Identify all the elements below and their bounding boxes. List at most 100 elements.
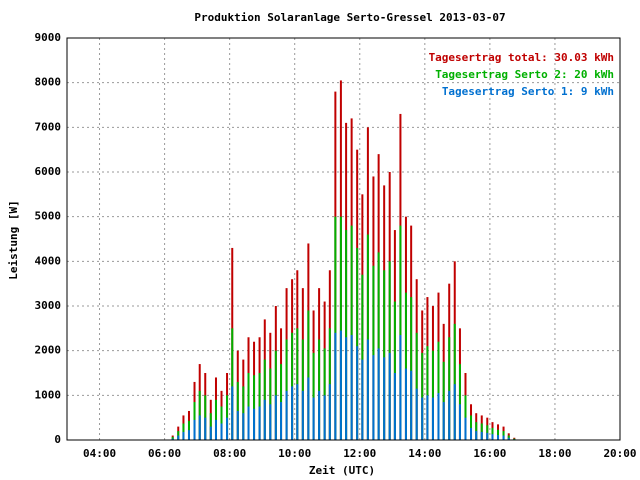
bar xyxy=(475,431,478,440)
bar xyxy=(334,216,337,440)
bar xyxy=(171,438,174,440)
bar xyxy=(307,310,310,440)
bar xyxy=(393,301,396,440)
bar xyxy=(426,346,429,440)
x-tick-label: 08:00 xyxy=(213,447,246,460)
bar xyxy=(431,350,434,440)
y-tick-label: 1000 xyxy=(35,388,62,401)
bar xyxy=(247,406,250,440)
bar xyxy=(480,431,483,440)
bar xyxy=(415,388,418,440)
x-tick-label: 18:00 xyxy=(538,447,571,460)
bar xyxy=(339,330,342,440)
legend-entry: Tagesertrag Serto 1: 9 kWh xyxy=(442,85,614,98)
bar xyxy=(437,341,440,440)
x-axis-label: Zeit (UTC) xyxy=(309,464,375,477)
x-tick-label: 10:00 xyxy=(278,447,311,460)
bar xyxy=(448,337,451,440)
legend-entry: Tagesertrag Serto 2: 20 kWh xyxy=(435,68,614,81)
bar xyxy=(388,352,391,440)
bar xyxy=(421,397,424,440)
bar xyxy=(285,390,288,440)
bar xyxy=(464,417,467,440)
bar xyxy=(345,337,348,440)
bar xyxy=(231,328,234,440)
bar xyxy=(301,339,304,440)
bar xyxy=(345,230,348,440)
bar xyxy=(198,415,201,440)
bar xyxy=(350,225,353,440)
bar xyxy=(312,397,315,440)
bar xyxy=(458,364,461,440)
bar xyxy=(231,386,234,440)
bar xyxy=(301,390,304,440)
bar xyxy=(253,375,256,440)
bar xyxy=(204,417,207,440)
y-tick-label: 8000 xyxy=(35,76,62,89)
y-tick-label: 5000 xyxy=(35,210,62,223)
y-tick-label: 2000 xyxy=(35,344,62,357)
y-tick-label: 7000 xyxy=(35,120,62,133)
bar xyxy=(274,350,277,440)
x-tick-label: 20:00 xyxy=(603,447,636,460)
bar xyxy=(442,402,445,440)
bar xyxy=(372,355,375,440)
bar xyxy=(274,395,277,440)
bar xyxy=(377,348,380,440)
bar xyxy=(497,435,500,440)
bar xyxy=(323,348,326,440)
bar xyxy=(182,431,185,440)
bar xyxy=(280,402,283,440)
bar xyxy=(356,247,359,440)
bar xyxy=(431,397,434,440)
chart-title: Produktion Solaranlage Serto-Gressel 201… xyxy=(194,11,505,24)
bar xyxy=(209,426,212,440)
bar xyxy=(242,413,245,440)
bar xyxy=(361,274,364,440)
bar xyxy=(410,297,413,440)
bar xyxy=(350,335,353,440)
bar xyxy=(334,332,337,440)
y-tick-label: 9000 xyxy=(35,31,62,44)
bar xyxy=(507,437,510,440)
bar xyxy=(453,384,456,440)
bar xyxy=(291,386,294,440)
bar xyxy=(177,435,180,440)
legend-entry: Tagesertrag total: 30.03 kWh xyxy=(429,51,614,64)
bar xyxy=(318,390,321,440)
bar xyxy=(399,335,402,440)
bar xyxy=(226,417,229,440)
bar xyxy=(486,425,489,440)
x-tick-label: 04:00 xyxy=(83,447,116,460)
y-tick-label: 6000 xyxy=(35,165,62,178)
y-axis-label: Leistung [W] xyxy=(7,200,20,279)
bar xyxy=(502,435,505,440)
bar xyxy=(307,377,310,440)
bar xyxy=(285,339,288,440)
bar xyxy=(214,419,217,440)
bar xyxy=(366,234,369,440)
bar xyxy=(220,423,223,440)
bar xyxy=(497,429,500,440)
bar xyxy=(182,423,185,440)
bar xyxy=(383,357,386,440)
bar xyxy=(312,352,315,440)
bar xyxy=(491,434,494,440)
bar xyxy=(399,225,402,440)
x-tick-label: 16:00 xyxy=(473,447,506,460)
bar xyxy=(171,436,174,440)
bar xyxy=(480,423,483,440)
bar xyxy=(377,252,380,440)
x-tick-label: 14:00 xyxy=(408,447,441,460)
x-tick-label: 06:00 xyxy=(148,447,181,460)
y-tick-label: 3000 xyxy=(35,299,62,312)
plot-frame xyxy=(66,37,621,441)
bar xyxy=(323,395,326,440)
bar xyxy=(486,432,489,440)
y-tick-label: 4000 xyxy=(35,254,62,267)
bar xyxy=(470,427,473,440)
bar xyxy=(470,415,473,440)
bar xyxy=(220,406,223,440)
bar xyxy=(236,410,239,440)
